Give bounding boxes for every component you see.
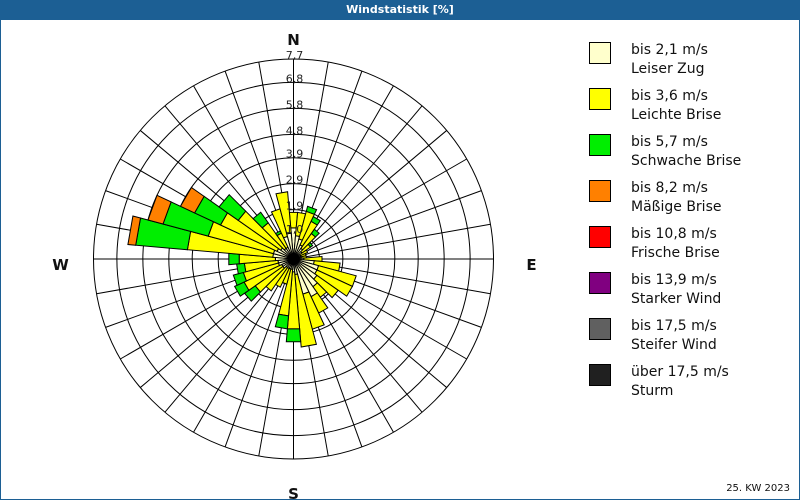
- sector-segment: [285, 328, 302, 343]
- legend-swatch: [589, 180, 611, 202]
- legend-label: bis 3,6 m/s: [631, 88, 708, 104]
- ring-label: 2,9: [286, 174, 304, 187]
- legend-item-maessige-brise: bis 8,2 m/s Mäßige Brise: [589, 180, 789, 220]
- legend-swatch: [589, 134, 611, 156]
- legend-item-leichte-brise: bis 3,6 m/s Leichte Brise: [589, 88, 789, 128]
- sector-segment: [307, 241, 314, 248]
- sector-segment: [233, 281, 250, 297]
- compass-e: E: [526, 256, 536, 274]
- sector-segment: [236, 262, 247, 275]
- legend-sublabel: Sturm: [631, 383, 674, 399]
- legend-item-leiser-zug: bis 2,1 m/s Leiser Zug: [589, 42, 789, 82]
- legend-swatch: [589, 364, 611, 386]
- sector-segment: [218, 193, 247, 221]
- period-label: 25. KW 2023: [726, 483, 790, 494]
- chart-title: Windstatistik [%]: [0, 0, 800, 20]
- legend-swatch: [589, 42, 611, 64]
- legend-item-steifer-wind: bis 17,5 m/s Steifer Wind: [589, 318, 789, 358]
- legend-sublabel: Frische Brise: [631, 245, 720, 261]
- legend-swatch: [589, 226, 611, 248]
- legend-label: bis 8,2 m/s: [631, 180, 708, 196]
- legend-sublabel: Leichte Brise: [631, 107, 722, 123]
- sector-segment: [252, 211, 269, 229]
- legend-label: bis 10,8 m/s: [631, 226, 717, 242]
- ring-label: 6,8: [286, 72, 304, 85]
- sector-segment: [228, 252, 240, 266]
- sector-segment: [314, 269, 354, 297]
- legend-label: bis 13,9 m/s: [631, 272, 717, 288]
- sector-segment: [275, 191, 292, 235]
- ring-label: 7,7: [286, 49, 304, 62]
- sector-segment: [127, 215, 142, 246]
- legend-item-schwache-brise: bis 5,7 m/s Schwache Brise: [589, 134, 789, 174]
- compass-n: N: [287, 31, 300, 49]
- sector-segment: [274, 313, 290, 330]
- sector-segment: [310, 228, 320, 238]
- legend-sublabel: Steifer Wind: [631, 337, 717, 353]
- ring-labels: 1,0 1,9 2,9 3,9 4,8 5,8 6,8 7,7: [286, 49, 304, 236]
- compass-s: S: [288, 485, 299, 500]
- legend-label: bis 2,1 m/s: [631, 42, 708, 58]
- legend-label: über 17,5 m/s: [631, 364, 729, 380]
- legend-item-sturm: über 17,5 m/s Sturm: [589, 364, 789, 404]
- legend-swatch: [589, 272, 611, 294]
- legend-swatch: [589, 318, 611, 340]
- sector-segment: [294, 273, 318, 348]
- compass-w: W: [52, 256, 69, 274]
- legend-sublabel: Starker Wind: [631, 291, 722, 307]
- ring-label: 3,9: [286, 148, 304, 161]
- ring-label: 5,8: [286, 98, 304, 111]
- ring-label: 1,0: [286, 223, 304, 236]
- legend-label: bis 5,7 m/s: [631, 134, 708, 150]
- legend-label: bis 17,5 m/s: [631, 318, 717, 334]
- wind-sectors: [127, 186, 357, 348]
- sector-segment: [179, 186, 205, 214]
- sector-segment: [147, 194, 172, 225]
- legend-item-starker-wind: bis 13,9 m/s Starker Wind: [589, 272, 789, 312]
- legend-sublabel: Mäßige Brise: [631, 199, 722, 215]
- legend-item-frische-brise: bis 10,8 m/s Frische Brise: [589, 226, 789, 266]
- polar-grid: [93, 58, 494, 460]
- ring-label: 1,9: [286, 200, 304, 213]
- legend-sublabel: Leiser Zug: [631, 61, 705, 77]
- sector-segment: [232, 271, 248, 286]
- sector-segment: [313, 274, 339, 299]
- legend-sublabel: Schwache Brise: [631, 153, 742, 169]
- sector-segment: [305, 205, 318, 215]
- sector-segment: [310, 215, 322, 226]
- wind-rose-chart: 1,0 1,9 2,9 3,9 4,8 5,8 6,8 7,7N S W E: [52, 31, 536, 500]
- ring-label: 4,8: [286, 124, 304, 137]
- legend-swatch: [589, 88, 611, 110]
- center-hub: [287, 253, 300, 265]
